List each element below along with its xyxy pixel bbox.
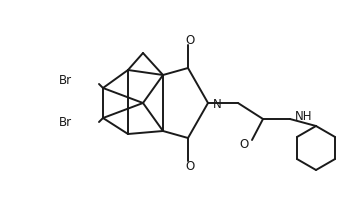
Text: O: O	[186, 160, 195, 173]
Text: N: N	[213, 97, 222, 110]
Text: NH: NH	[295, 109, 313, 122]
Text: O: O	[239, 139, 249, 152]
Text: Br: Br	[59, 74, 72, 86]
Text: O: O	[186, 34, 195, 48]
Text: Br: Br	[59, 116, 72, 128]
